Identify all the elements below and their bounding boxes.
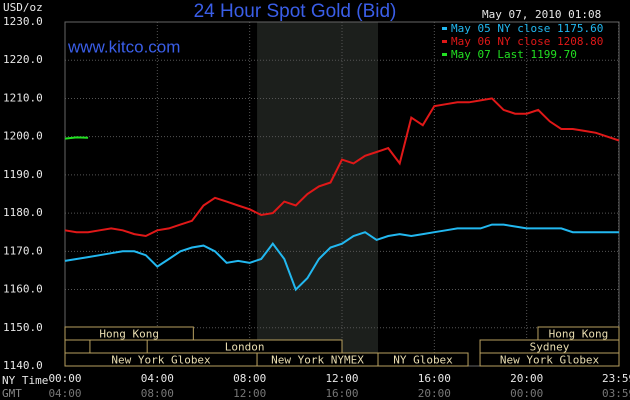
x2-tick-label: 12:00 [233, 387, 266, 400]
x-tick-label: 00:00 [48, 372, 81, 385]
session-label: NY Globex [393, 354, 453, 367]
session-box [479, 352, 620, 367]
x-tick-label: 23:59 [602, 372, 630, 385]
x2-tick-label: 00:00 [510, 387, 543, 400]
x2-tick-label: 08:00 [141, 387, 174, 400]
legend-swatch [442, 27, 447, 30]
session-label: New York Globex [111, 354, 211, 367]
watermark: www.kitco.com [67, 37, 180, 56]
legend-swatch [442, 40, 447, 43]
series-line [64, 136, 89, 140]
x2-tick-label: 20:00 [418, 387, 451, 400]
session-label: Hong Kong [549, 328, 609, 341]
x-tick-label: 12:00 [325, 372, 358, 385]
y-axis-label: USD/oz [3, 1, 43, 14]
legend-swatch [442, 53, 447, 56]
chart-title: 24 Hour Spot Gold (Bid) [194, 1, 397, 22]
y-tick-label: 1160.0 [3, 283, 43, 296]
y-tick-label: 1170.0 [3, 244, 43, 257]
session-label: New York NYMEX [271, 354, 364, 367]
y-tick-label: 1230.0 [3, 15, 43, 28]
legend-label: May 05 NY close 1175.60 [451, 22, 603, 35]
x2-tick-label: 03:59 [602, 387, 630, 400]
y-tick-label: 1150.0 [3, 321, 43, 334]
session-box [64, 326, 194, 341]
legend-label: May 06 NY close 1208.80 [451, 35, 603, 48]
x-tick-label: 20:00 [510, 372, 543, 385]
x2-axis-label: GMT [2, 387, 22, 400]
y-tick-label: 1210.0 [3, 91, 43, 104]
x-tick-label: 04:00 [141, 372, 174, 385]
y-tick-label: 1180.0 [3, 206, 43, 219]
x-tick-label: 08:00 [233, 372, 266, 385]
x2-tick-label: 16:00 [325, 387, 358, 400]
y-tick-label: 1140.0 [3, 359, 43, 372]
series-line [64, 223, 619, 292]
x2-tick-label: 04:00 [48, 387, 81, 400]
shaded-region [257, 22, 379, 366]
legend-label: May 07 Last 1199.70 [451, 48, 577, 61]
session-label: Sydney [530, 341, 570, 354]
timestamp: May 07, 2010 01:08 [482, 8, 601, 21]
session-label: Hong Kong [99, 328, 159, 341]
session-label: New York Globex [500, 354, 600, 367]
y-tick-label: 1220.0 [3, 53, 43, 66]
y-tick-label: 1200.0 [3, 130, 43, 143]
x-axis-label: NY Time [2, 374, 48, 387]
x-tick-label: 16:00 [418, 372, 451, 385]
series-line [64, 97, 620, 238]
session-box [377, 352, 469, 367]
y-tick-label: 1190.0 [3, 168, 43, 181]
session-label: London [225, 341, 265, 354]
session-box [64, 339, 91, 354]
